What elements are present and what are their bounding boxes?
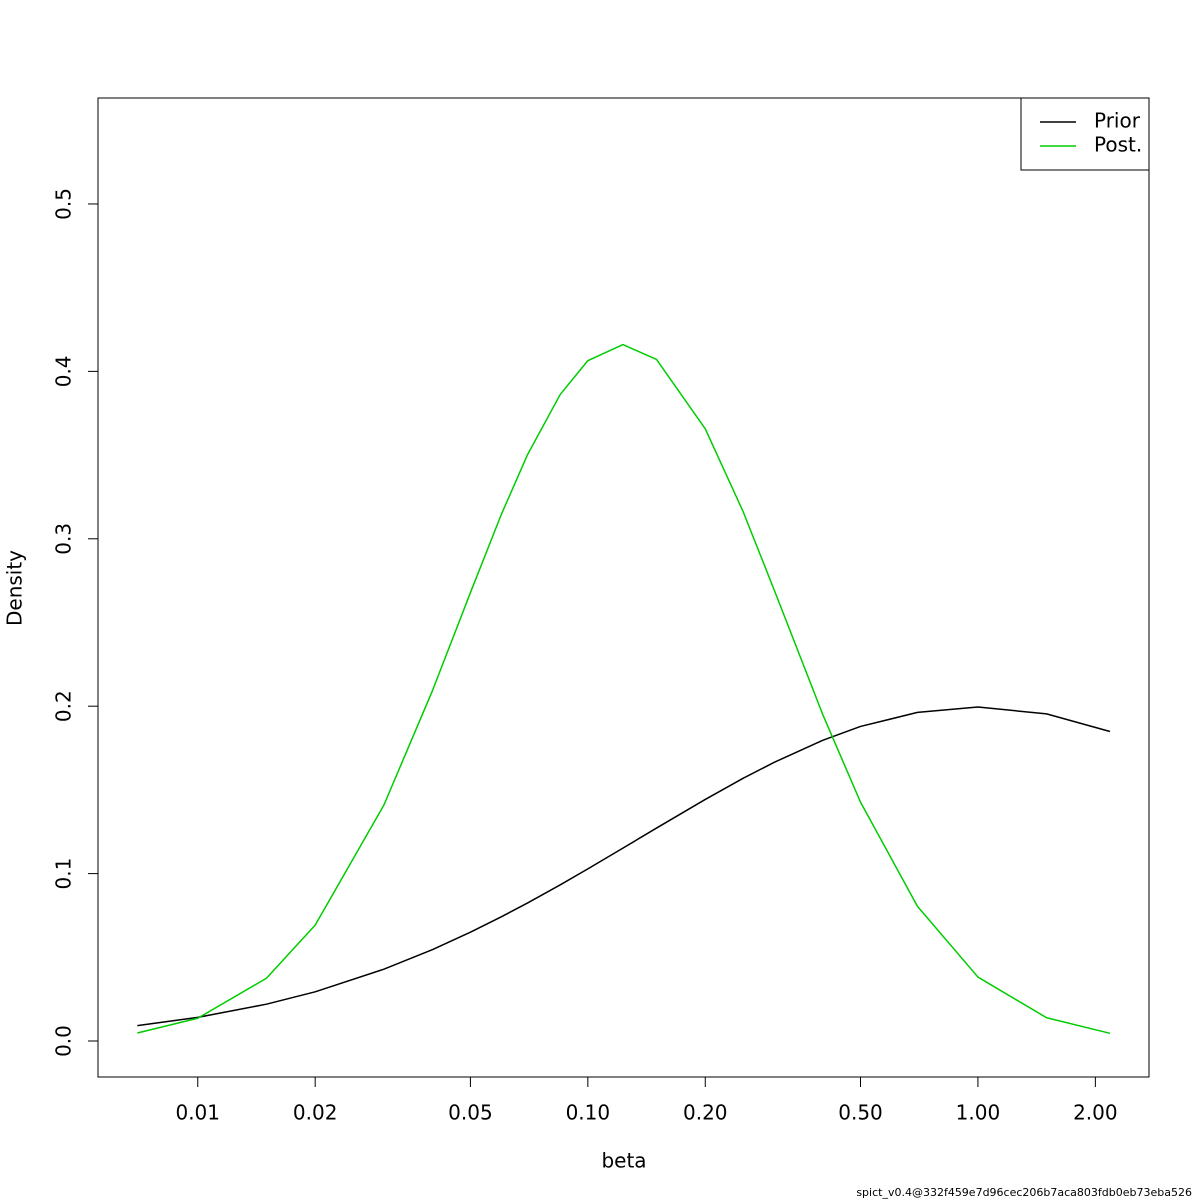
- y-tick-label: 0.1: [52, 858, 76, 890]
- y-tick-label: 0.4: [52, 355, 76, 387]
- x-tick-label: 0.50: [838, 1101, 883, 1125]
- y-tick-label: 0.2: [52, 690, 76, 722]
- x-tick-label: 0.20: [683, 1101, 728, 1125]
- y-tick-label: 0.3: [52, 523, 76, 555]
- plot-frame: [97, 97, 1150, 1078]
- legend-label: Prior: [1094, 109, 1141, 133]
- x-tick-label: 0.10: [566, 1101, 611, 1125]
- x-tick-label: 1.00: [956, 1101, 1001, 1125]
- x-tick-label: 0.05: [448, 1101, 493, 1125]
- y-tick-label: 0.0: [52, 1025, 76, 1057]
- density-line: [137, 706, 1111, 1027]
- density-line: [137, 343, 1111, 1035]
- footnote: spict_v0.4@332f459e7d96cec206b7aca803fdb…: [856, 1186, 1192, 1199]
- legend-box: [1020, 97, 1150, 171]
- y-tick-label: 0.5: [52, 188, 76, 220]
- x-tick-label: 0.01: [175, 1101, 220, 1125]
- x-tick-label: 2.00: [1073, 1101, 1118, 1125]
- legend-label: Post.: [1094, 133, 1142, 157]
- x-tick-label: 0.02: [293, 1101, 338, 1125]
- x-axis-title: beta: [601, 1149, 646, 1173]
- y-axis-title: Density: [3, 550, 27, 626]
